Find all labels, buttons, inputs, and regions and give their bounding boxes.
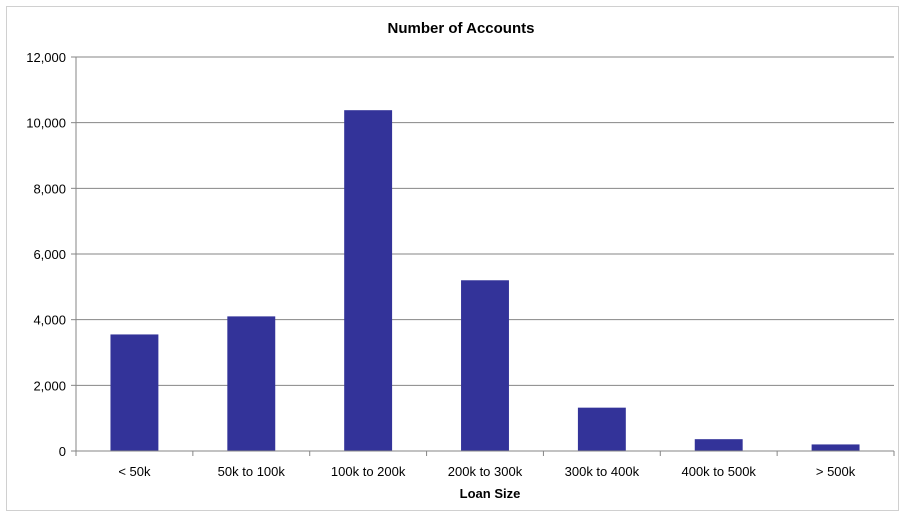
bar <box>577 407 626 451</box>
bar <box>461 280 509 451</box>
x-tick-label: > 500k <box>816 464 856 479</box>
axes <box>71 56 895 456</box>
x-tick-label: 400k to 500k <box>681 464 756 479</box>
x-tick-labels: < 50k 50k to 100k 100k to 200k 200k to 300k… <box>118 464 855 479</box>
bar <box>344 110 393 451</box>
x-tick-label: < 50k <box>118 464 151 479</box>
y-tick-label: 2,000 <box>33 378 66 393</box>
y-tick-label: 0 <box>59 444 66 459</box>
bar <box>110 334 159 451</box>
chart-title: Number of Accounts <box>388 20 535 37</box>
x-axis-title: Loan Size <box>460 486 521 501</box>
x-tick-label: 300k to 400k <box>565 464 640 479</box>
y-tick-label: 4,000 <box>33 313 66 328</box>
y-tick-label: 8,000 <box>33 181 66 196</box>
y-tick-labels: 0 2,000 4,000 6,000 8,000 10,000 12,000 <box>26 50 66 459</box>
bar <box>811 444 860 451</box>
x-tick-label: 50k to 100k <box>218 464 286 479</box>
y-tick-label: 12,000 <box>26 50 66 65</box>
gridlines <box>76 56 894 386</box>
bar <box>227 316 276 451</box>
bar <box>694 439 743 451</box>
bars <box>110 110 860 451</box>
x-tick-label: 200k to 300k <box>448 464 523 479</box>
x-tick-label: 100k to 200k <box>331 464 406 479</box>
y-tick-label: 10,000 <box>26 116 66 131</box>
y-tick-label: 6,000 <box>33 247 66 262</box>
